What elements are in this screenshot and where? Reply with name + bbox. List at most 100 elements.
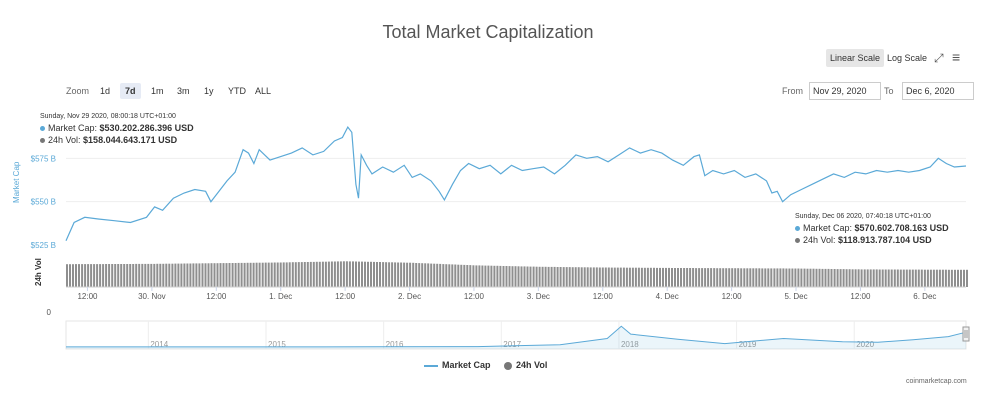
legend-volume[interactable]: 24h Vol — [504, 360, 547, 370]
volume-bar — [544, 266, 547, 287]
credit-link[interactable]: coinmarketcap.com — [906, 378, 967, 385]
volume-bar — [947, 269, 950, 287]
volume-bar — [833, 269, 836, 287]
volume-bar — [342, 261, 345, 287]
zoom-1d-button[interactable]: 1d — [100, 86, 111, 96]
volume-bar — [448, 264, 451, 287]
log-scale-button[interactable]: Log Scale — [887, 53, 928, 63]
volume-bar — [755, 268, 758, 287]
volume-bar — [153, 263, 156, 287]
volume-bar — [601, 267, 604, 287]
volume-bar — [550, 266, 553, 287]
zoom-all-button[interactable]: ALL — [255, 86, 272, 96]
volume-bar — [893, 269, 896, 287]
zoom-7d-button[interactable]: 7d — [120, 83, 141, 99]
volume-bar — [324, 261, 327, 287]
volume-bar — [189, 263, 192, 287]
volume-bar — [728, 268, 731, 287]
volume-bar — [150, 263, 153, 287]
tooltip-start-cap-value: $530.202.286.396 USD — [99, 123, 194, 133]
zoom-1y-button[interactable]: 1y — [204, 86, 214, 96]
volume-dot-icon — [40, 138, 45, 143]
volume-bar — [93, 264, 96, 287]
zoom-ytd-button[interactable]: YTD — [228, 86, 246, 96]
volume-bar — [908, 269, 911, 287]
volume-bar — [649, 267, 652, 287]
volume-bar — [640, 267, 643, 287]
volume-bar — [129, 264, 132, 287]
to-date-input[interactable]: Dec 6, 2020 — [902, 82, 974, 100]
volume-bar — [671, 268, 673, 287]
volume-bar — [643, 267, 646, 287]
volume-bar — [803, 268, 806, 287]
fullscreen-icon[interactable]: ⤢ — [934, 51, 944, 65]
x-tick-label: 5. Dec — [784, 292, 807, 301]
y-tick-label: $525 B — [31, 241, 56, 250]
volume-bar — [884, 269, 887, 287]
volume-bar — [589, 267, 592, 287]
zoom-3m-button[interactable]: 3m — [177, 86, 190, 96]
volume-bar — [327, 261, 330, 287]
volume-bar — [595, 267, 598, 287]
x-tick-label: 1. Dec — [269, 292, 292, 301]
zoom-1m-button[interactable]: 1m — [151, 86, 164, 96]
volume-bar — [219, 263, 222, 287]
volume-bar — [493, 265, 496, 287]
volume-bar — [231, 263, 234, 287]
navigator: 2014 2015 2016 2017 2018 2019 2020 — [65, 320, 970, 350]
volume-bar — [659, 267, 661, 287]
volume-bar — [339, 261, 342, 287]
volume-bar — [935, 269, 938, 287]
volume-bar — [499, 265, 502, 287]
volume-bar — [96, 264, 99, 287]
volume-bar — [403, 262, 406, 287]
tooltip-end-vol-value: $118.913.787.104 USD — [838, 235, 932, 245]
volume-bar — [604, 267, 607, 287]
legend-market-cap[interactable]: Market Cap — [424, 360, 491, 370]
volume-bar — [842, 269, 845, 287]
volume-bar — [502, 266, 505, 287]
volume-bar — [433, 263, 436, 287]
volume-bar — [610, 267, 613, 287]
volume-bar — [348, 261, 351, 287]
volume-bar — [553, 266, 556, 287]
volume-bar — [234, 263, 237, 287]
volume-legend-icon — [504, 361, 512, 370]
navigator-frame — [65, 320, 967, 350]
volume-bar — [168, 263, 171, 287]
navigator-year-label: 2017 — [503, 340, 521, 349]
volume-bar — [839, 269, 842, 287]
volume-bar — [294, 262, 297, 287]
volume-bar — [376, 262, 378, 287]
linear-scale-button[interactable]: Linear Scale — [826, 49, 885, 67]
volume-bar — [379, 262, 381, 287]
volume-bar — [345, 261, 348, 287]
volume-bar — [957, 269, 959, 287]
volume-bar — [737, 268, 740, 287]
volume-bar — [722, 268, 725, 287]
volume-bar — [475, 265, 478, 287]
volume-bar — [171, 263, 174, 287]
volume-bar — [571, 267, 574, 287]
x-tick-label: 12:00 — [593, 292, 614, 301]
volume-bar — [746, 268, 749, 287]
from-date-input[interactable]: Nov 29, 2020 — [809, 82, 881, 100]
volume-bar — [896, 269, 899, 287]
volume-bar — [478, 265, 481, 287]
volume-bar — [469, 265, 472, 287]
market-cap-line — [65, 125, 967, 241]
hamburger-menu-icon[interactable]: ≡ — [952, 49, 961, 65]
volume-bar — [680, 268, 682, 287]
volume-bar — [75, 264, 77, 287]
volume-bar — [960, 269, 962, 287]
volume-bar — [517, 266, 520, 287]
volume-bar — [695, 268, 698, 287]
volume-bar — [923, 269, 926, 287]
volume-bar — [926, 269, 929, 287]
navigator-year-label: 2020 — [856, 340, 874, 349]
volume-bar — [683, 268, 686, 287]
volume-bar — [336, 261, 339, 287]
tooltip-end-cap-label: Market Cap: — [803, 223, 853, 233]
volume-bar — [192, 263, 195, 287]
